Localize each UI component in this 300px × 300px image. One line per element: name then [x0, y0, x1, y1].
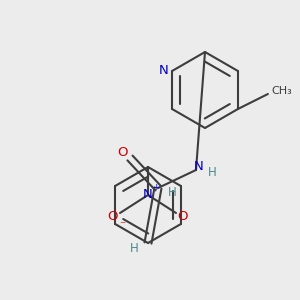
Text: +: + [152, 182, 160, 191]
Text: O: O [178, 211, 188, 224]
Text: N: N [143, 188, 153, 202]
Text: N: N [194, 160, 204, 173]
Text: O: O [108, 211, 118, 224]
Text: O: O [117, 146, 127, 160]
Text: CH₃: CH₃ [272, 86, 292, 96]
Text: H: H [130, 242, 138, 254]
Text: H: H [208, 166, 216, 178]
Text: ⁻: ⁻ [119, 220, 125, 232]
Text: N: N [159, 64, 169, 77]
Text: H: H [168, 187, 176, 200]
